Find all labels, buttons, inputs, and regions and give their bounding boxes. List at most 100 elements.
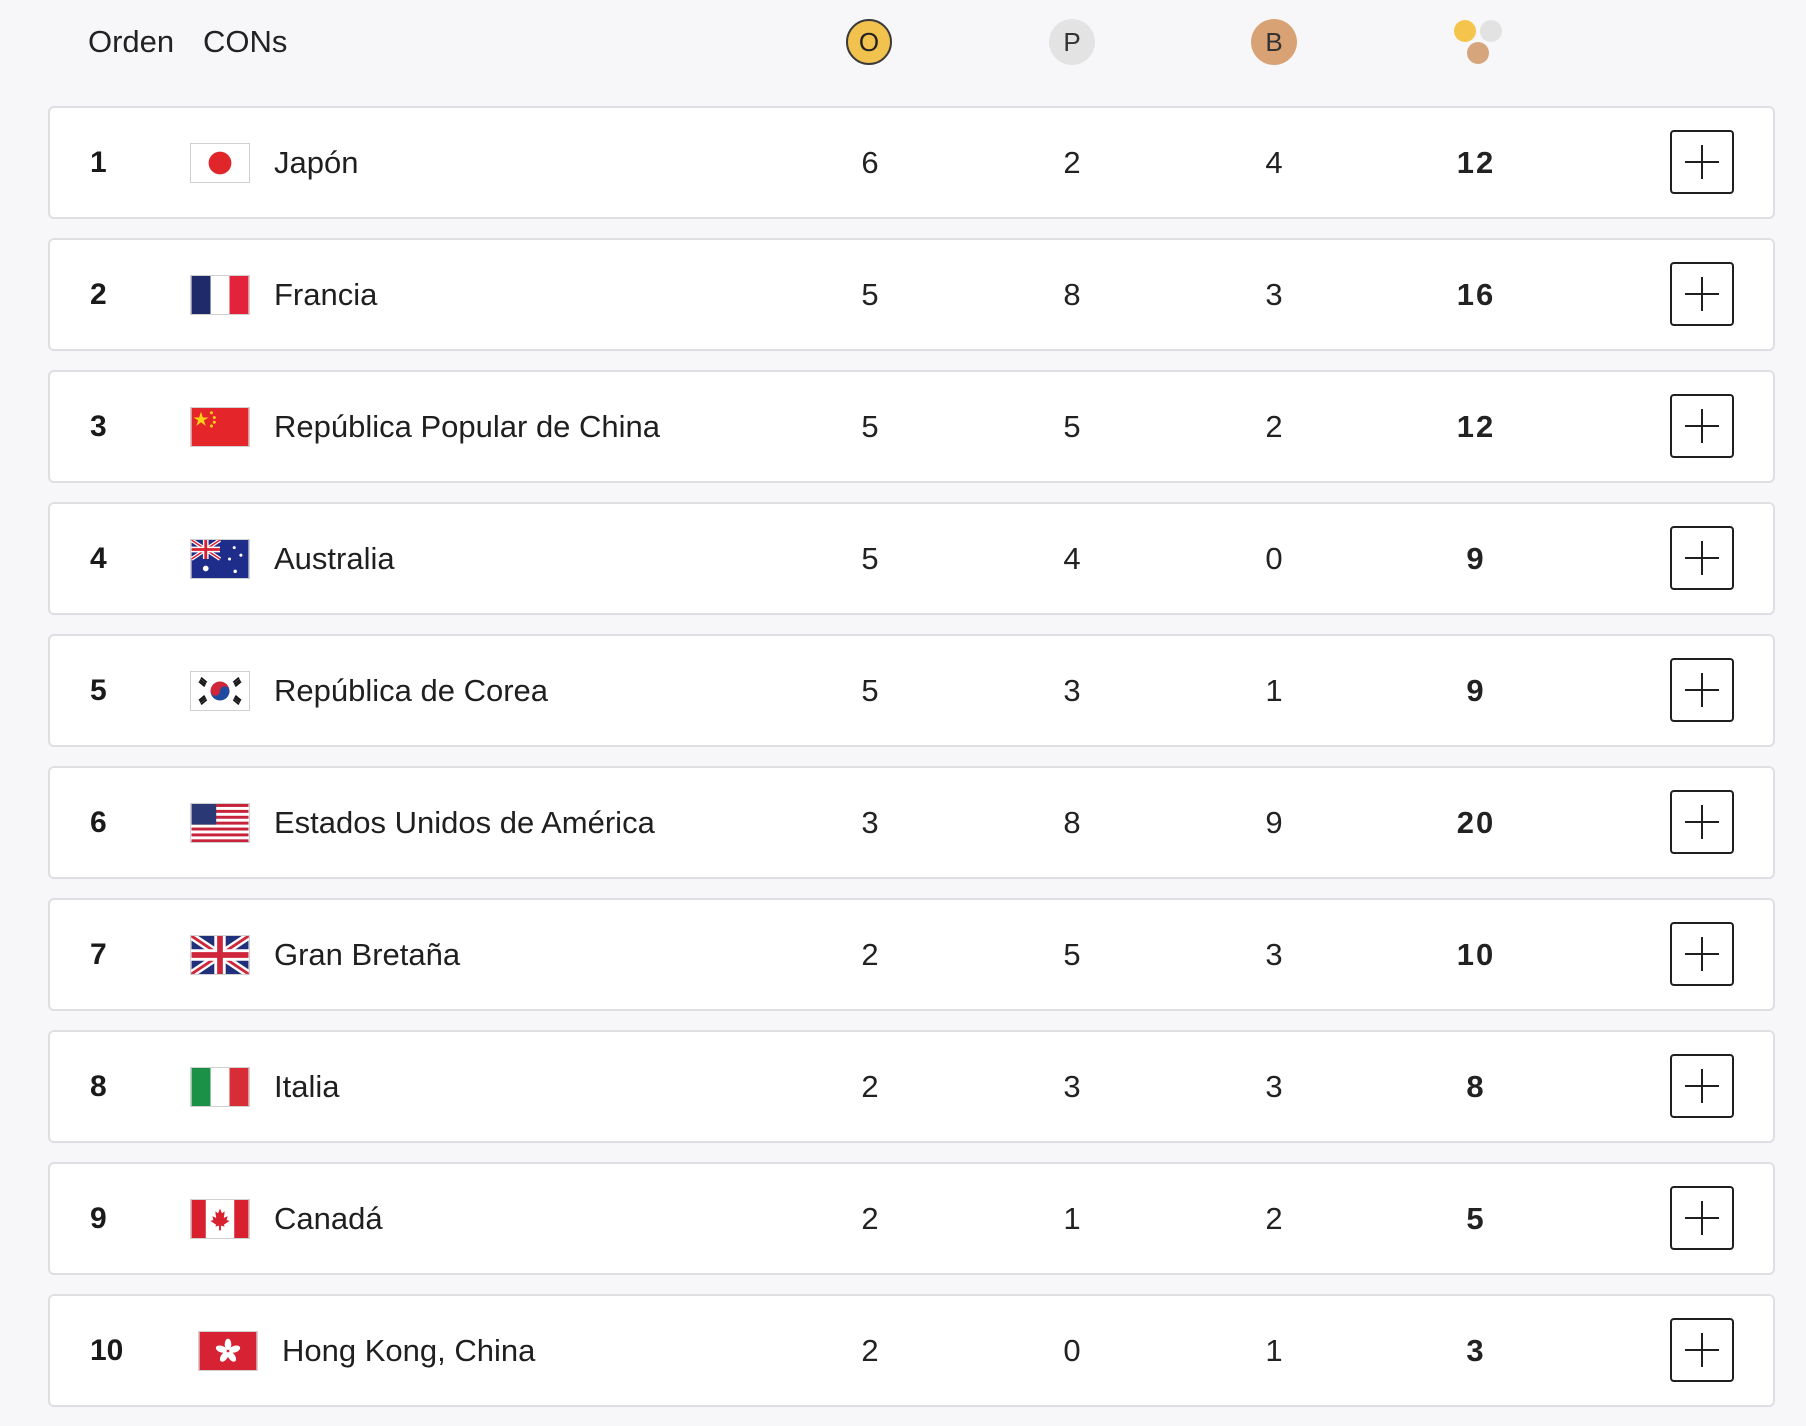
total-count: 16 [1456,277,1496,312]
flag-korea-icon [190,671,250,711]
country-name[interactable]: Japón [274,145,359,180]
total-count: 5 [1466,1201,1486,1236]
gold-count: 2 [861,1333,879,1368]
expand-row-button[interactable] [1670,1318,1734,1382]
total-count: 9 [1466,541,1486,576]
flag-great-britain-icon [190,935,250,975]
rank: 6 [90,806,107,839]
total-count: 9 [1466,673,1486,708]
table-row: 1 Japón 6 2 4 12 [48,106,1775,219]
silver-count: 2 [1063,145,1081,180]
country-name[interactable]: Hong Kong, China [282,1333,536,1368]
table-row: 3 República Popular de China 5 5 2 12 [48,370,1775,483]
rank: 8 [90,1070,107,1103]
total-count: 20 [1456,805,1496,840]
silver-count: 0 [1063,1333,1081,1368]
rank-column-header: Orden [88,24,175,59]
country-column-header: CONs [203,24,288,59]
silver-count: 5 [1063,937,1081,972]
flag-hong-kong-icon [198,1331,258,1371]
table-row: 6 Estados Unidos de América 3 8 9 20 [48,766,1775,879]
silver-count: 3 [1063,673,1081,708]
country-name[interactable]: Italia [274,1069,340,1104]
expand-row-button[interactable] [1670,394,1734,458]
silver-count: 8 [1063,277,1081,312]
flag-france-icon [190,275,250,315]
expand-row-button[interactable] [1670,790,1734,854]
bronze-count: 3 [1265,937,1283,972]
rank: 7 [90,938,107,971]
gold-count: 5 [861,277,879,312]
plus-icon [1685,409,1719,443]
gold-count: 5 [861,541,879,576]
expand-row-button[interactable] [1670,1054,1734,1118]
bronze-count: 3 [1265,277,1283,312]
expand-row-button[interactable] [1670,922,1734,986]
rank: 9 [90,1202,107,1235]
expand-row-button[interactable] [1670,658,1734,722]
plus-icon [1685,277,1719,311]
plus-icon [1685,541,1719,575]
silver-count: 5 [1063,409,1081,444]
plus-icon [1685,673,1719,707]
gold-count: 2 [861,937,879,972]
flag-usa-icon [190,803,250,843]
flag-italy-icon [190,1067,250,1107]
silver-count: 3 [1063,1069,1081,1104]
table-row: 5 República de Corea 5 3 1 9 [48,634,1775,747]
plus-icon [1685,1333,1719,1367]
gold-count: 5 [861,409,879,444]
bronze-count: 0 [1265,541,1283,576]
rank: 2 [90,278,107,311]
flag-canada-icon [190,1199,250,1239]
flag-japan-icon [190,143,250,183]
country-name[interactable]: República Popular de China [274,409,661,444]
gold-medal-icon: O [846,19,892,65]
table-row: 4 Australia 5 4 0 9 [48,502,1775,615]
bronze-medal-icon: B [1251,19,1297,65]
country-name[interactable]: Canadá [274,1201,383,1236]
rank: 4 [90,542,107,575]
plus-icon [1685,805,1719,839]
expand-row-button[interactable] [1670,526,1734,590]
table-header: Orden CONs O P B [0,0,1806,90]
plus-icon [1685,937,1719,971]
country-name[interactable]: Francia [274,277,378,312]
table-row: 8 Italia 2 3 3 8 [48,1030,1775,1143]
gold-count: 6 [861,145,879,180]
gold-count: 2 [861,1069,879,1104]
rank: 5 [90,674,107,707]
total-count: 3 [1466,1333,1486,1368]
table-row: 10 Hong Kong, China 2 0 1 3 [48,1294,1775,1407]
country-name[interactable]: Australia [274,541,395,576]
rank: 10 [90,1334,124,1367]
table-row: 9 Canadá 2 1 2 5 [48,1162,1775,1275]
silver-medal-icon: P [1049,19,1095,65]
silver-count: 1 [1063,1201,1081,1236]
plus-icon [1685,1069,1719,1103]
flag-china-icon [190,407,250,447]
bronze-count: 4 [1265,145,1283,180]
total-count: 12 [1456,409,1496,444]
bronze-count: 3 [1265,1069,1283,1104]
total-count: 12 [1456,145,1496,180]
expand-row-button[interactable] [1670,1186,1734,1250]
country-name[interactable]: Gran Bretaña [274,937,461,972]
gold-count: 5 [861,673,879,708]
total-count: 8 [1466,1069,1486,1104]
table-row: 2 Francia 5 8 3 16 [48,238,1775,351]
table-row: 7 Gran Bretaña 2 5 3 10 [48,898,1775,1011]
expand-row-button[interactable] [1670,262,1734,326]
medals-total-icon [1450,18,1506,68]
bronze-count: 1 [1265,673,1283,708]
total-count: 10 [1456,937,1496,972]
country-name[interactable]: Estados Unidos de América [274,805,655,840]
rank: 3 [90,410,107,443]
rank: 1 [90,146,107,179]
gold-count: 3 [861,805,879,840]
country-name[interactable]: República de Corea [274,673,549,708]
gold-count: 2 [861,1201,879,1236]
flag-australia-icon [190,539,250,579]
expand-row-button[interactable] [1670,130,1734,194]
silver-count: 4 [1063,541,1081,576]
